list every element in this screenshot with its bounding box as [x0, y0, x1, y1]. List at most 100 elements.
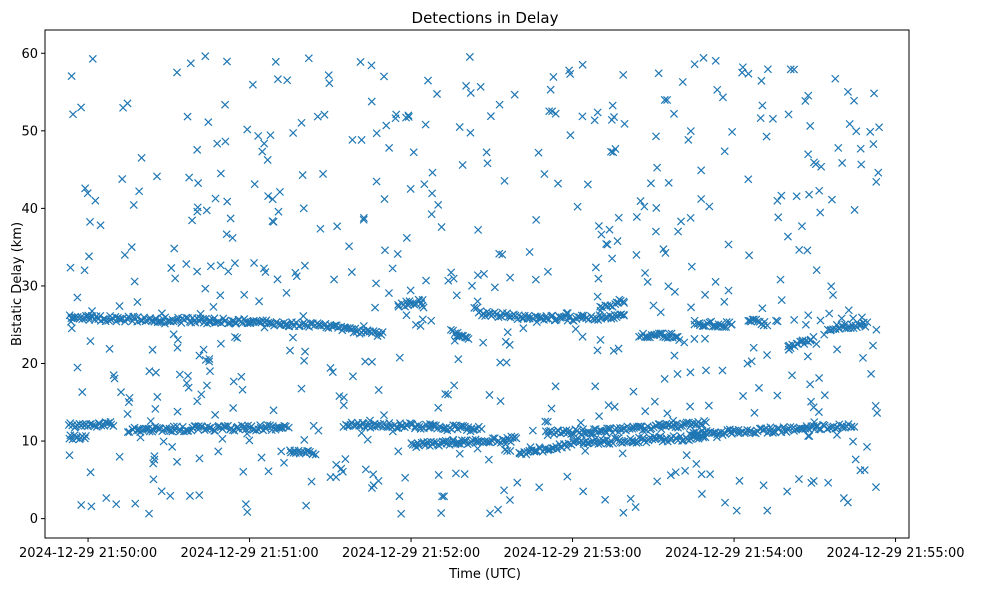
- data-point: [506, 273, 515, 282]
- y-tick-label: 30: [21, 279, 38, 294]
- data-point: [856, 466, 865, 475]
- data-point: [243, 429, 252, 438]
- data-point: [437, 508, 446, 518]
- data-point: [102, 494, 111, 503]
- data-point: [553, 445, 562, 454]
- data-point: [367, 61, 376, 70]
- data-point: [245, 436, 254, 445]
- data-point: [434, 403, 443, 412]
- data-point: [252, 426, 261, 435]
- data-point: [777, 296, 786, 305]
- data-point: [254, 131, 263, 140]
- data-point: [115, 452, 124, 461]
- data-point: [379, 411, 389, 420]
- data-point: [542, 314, 551, 323]
- data-point: [576, 418, 585, 427]
- data-point: [641, 268, 650, 277]
- data-point: [116, 388, 126, 397]
- data-point: [77, 500, 86, 510]
- data-point: [423, 76, 433, 85]
- data-point: [297, 118, 306, 127]
- data-point: [148, 427, 157, 436]
- data-point: [409, 148, 418, 157]
- data-point: [485, 390, 494, 399]
- data-point: [303, 447, 312, 456]
- data-point: [577, 311, 586, 320]
- data-point: [80, 266, 89, 275]
- data-point: [460, 470, 469, 479]
- data-point: [619, 70, 628, 79]
- data-point: [763, 321, 772, 330]
- data-point: [726, 427, 735, 436]
- data-point: [824, 478, 833, 487]
- data-point: [96, 221, 105, 230]
- data-point: [283, 76, 292, 85]
- data-point: [845, 119, 854, 129]
- data-point: [304, 54, 313, 63]
- data-point: [167, 264, 176, 273]
- data-point: [324, 71, 333, 80]
- data-point: [849, 96, 859, 105]
- data-point: [256, 421, 265, 430]
- data-point: [641, 407, 650, 416]
- data-point: [851, 455, 860, 464]
- data-point: [519, 324, 528, 333]
- data-point: [337, 464, 346, 473]
- data-point: [289, 128, 298, 138]
- data-point: [275, 187, 284, 196]
- data-point: [639, 433, 648, 442]
- data-point: [535, 483, 544, 492]
- data-point: [854, 321, 863, 330]
- data-point: [313, 112, 322, 121]
- data-point: [745, 251, 754, 260]
- y-tick-label: 10: [21, 435, 38, 450]
- data-point: [216, 291, 225, 300]
- data-point: [680, 338, 689, 347]
- data-point: [273, 75, 282, 84]
- data-point: [718, 93, 727, 102]
- plot-frame: [44, 29, 910, 539]
- data-point: [205, 318, 214, 327]
- data-point: [172, 68, 182, 77]
- data-point: [807, 397, 816, 406]
- data-point: [473, 297, 482, 306]
- data-point: [775, 424, 784, 433]
- data-point: [784, 345, 793, 354]
- data-point: [239, 467, 248, 476]
- data-point: [123, 99, 132, 108]
- data-point: [593, 108, 602, 117]
- data-point: [311, 450, 320, 459]
- data-point: [77, 103, 86, 112]
- data-point: [758, 304, 767, 313]
- data-point: [216, 261, 225, 270]
- data-point: [408, 440, 417, 449]
- data-point: [197, 390, 206, 399]
- data-point: [157, 487, 166, 496]
- data-point: [437, 223, 446, 232]
- data-point: [651, 227, 660, 236]
- data-point: [806, 121, 815, 130]
- data-point: [804, 311, 813, 320]
- data-point: [868, 341, 878, 350]
- data-point: [298, 171, 307, 180]
- data-point: [317, 321, 326, 330]
- data-point: [406, 184, 415, 193]
- data-point: [479, 269, 489, 278]
- data-point: [150, 452, 159, 461]
- data-point: [603, 424, 612, 433]
- data-point: [581, 446, 590, 455]
- data-point: [551, 109, 560, 118]
- data-point: [545, 107, 554, 116]
- data-point: [202, 381, 211, 390]
- data-point: [371, 303, 380, 312]
- data-point: [532, 215, 541, 224]
- data-point: [875, 123, 884, 132]
- data-point: [348, 372, 357, 381]
- data-point: [301, 347, 310, 356]
- data-point: [476, 82, 485, 91]
- data-point: [743, 359, 752, 368]
- data-point: [643, 333, 652, 342]
- data-point: [653, 477, 662, 486]
- data-point: [693, 319, 702, 328]
- data-point: [374, 385, 383, 395]
